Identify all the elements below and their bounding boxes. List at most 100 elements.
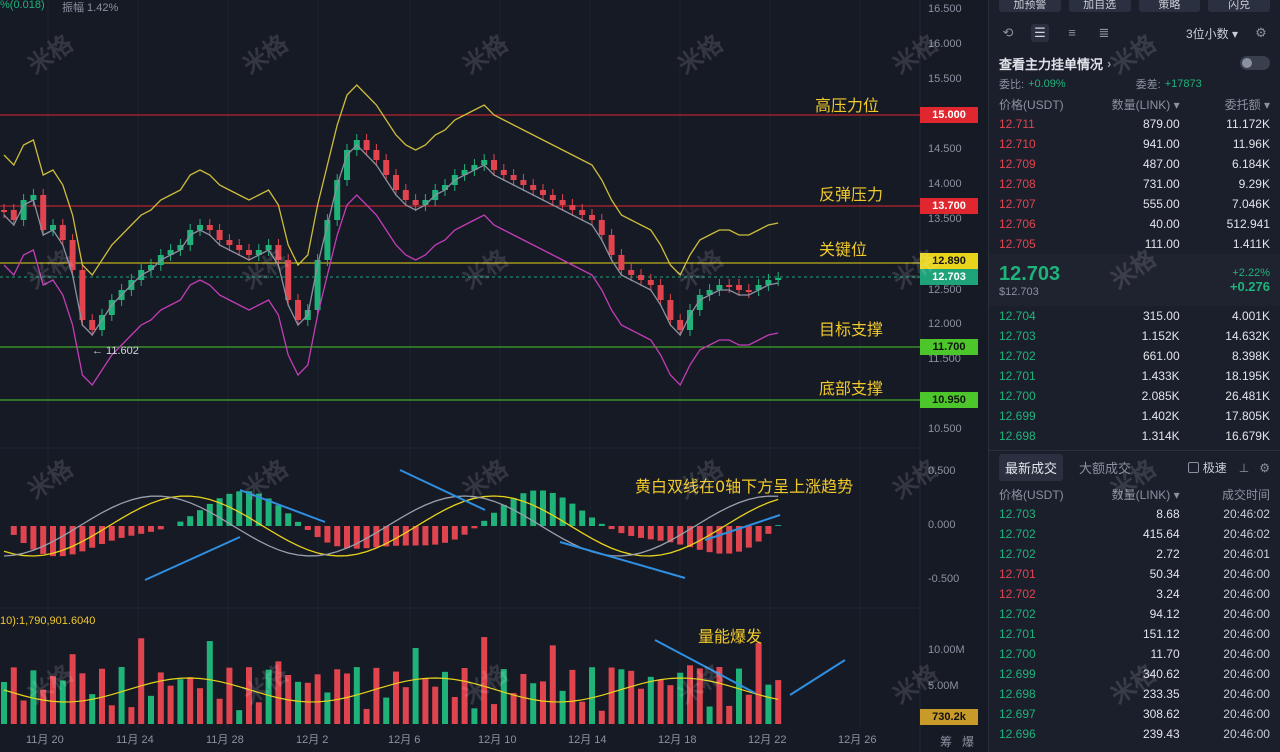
macd-bar [520, 493, 527, 526]
trade-header-price: 价格(USDT) [999, 487, 1064, 502]
volume-bar [716, 667, 723, 724]
ask-row[interactable]: 12.710 941.00 11.96K [989, 134, 1280, 154]
main-orders-header[interactable]: 查看主力挂单情况 › [989, 52, 1280, 74]
book-bids-icon[interactable]: ≡ [1068, 25, 1076, 40]
trade-row-qty: 151.12 [1142, 627, 1180, 641]
bid-row[interactable]: 12.701 1.433K 18.195K [989, 366, 1280, 386]
trade-row[interactable]: 12.702 94.12 20:46:00 [989, 604, 1280, 624]
bid-row-price: 12.700 [999, 389, 1036, 403]
volume-bar [569, 669, 576, 724]
macd-axis-tick: 0.500 [928, 465, 956, 477]
ask-row[interactable]: 12.711 879.00 11.172K [989, 114, 1280, 134]
candle [177, 245, 184, 250]
volume-bar [265, 669, 272, 724]
candle [40, 195, 47, 230]
ask-row[interactable]: 12.706 40.00 512.941 [989, 214, 1280, 234]
bid-row[interactable]: 12.704 315.00 4.001K [989, 306, 1280, 326]
trade-row[interactable]: 12.700 11.70 20:46:00 [989, 644, 1280, 664]
macd-bar [687, 526, 693, 548]
bid-row[interactable]: 12.698 1.314K 16.679K [989, 426, 1280, 446]
chip-icon[interactable]: 筹 [940, 735, 953, 749]
filter-icon[interactable]: ⊥ [1238, 460, 1250, 475]
trade-row[interactable]: 12.698 233.35 20:46:00 [989, 684, 1280, 704]
candle [657, 285, 664, 300]
bid-row[interactable]: 12.703 1.152K 14.632K [989, 326, 1280, 346]
candle [1, 210, 7, 212]
chart-area[interactable]: %(0.018) 振幅 1.42% 10):1,790,901.6040 高压力… [0, 0, 984, 752]
price-axis-tick: 12.500 [928, 284, 962, 296]
settings-icon[interactable]: ⚙ [1255, 25, 1267, 40]
candlestick-chart[interactable] [0, 0, 984, 752]
candle [246, 250, 252, 255]
bid-row[interactable]: 12.699 1.402K 17.805K [989, 406, 1280, 426]
explode-icon[interactable]: 爆 [962, 735, 975, 749]
checkbox-icon[interactable] [1187, 462, 1199, 473]
ask-row[interactable]: 12.705 111.00 1.411K [989, 234, 1280, 254]
candle [745, 290, 752, 292]
trade-row[interactable]: 12.701 50.34 20:46:00 [989, 564, 1280, 584]
add-favorite-button[interactable]: 加自选 [1068, 0, 1131, 12]
book-both-icon[interactable]: ☰ [1031, 24, 1049, 42]
bid-row[interactable]: 12.702 661.00 8.398K [989, 346, 1280, 366]
candle [167, 250, 174, 255]
decimal-select[interactable]: 3位小数 ▾ [1185, 26, 1238, 41]
main-orders-toggle[interactable] [1240, 56, 1270, 70]
volume-bar [589, 667, 595, 724]
ask-row[interactable]: 12.709 487.00 6.184K [989, 154, 1280, 174]
main-orders-title: 查看主力挂单情况 [999, 56, 1104, 72]
header-amount[interactable]: 委托额 ▾ [1224, 97, 1270, 112]
macd-bar [716, 526, 723, 554]
trade-row-qty: 415.64 [1142, 527, 1180, 541]
bid-row-amt: 17.805K [1225, 409, 1270, 423]
trade-header-qty[interactable]: 数量(LINK) ▾ [1111, 487, 1180, 502]
volume-bar [108, 705, 115, 724]
trade-row[interactable]: 12.702 2.72 20:46:01 [989, 544, 1280, 564]
add-alert-button[interactable]: 加预警 [999, 0, 1061, 12]
macd-bar [618, 526, 625, 534]
bid-row[interactable]: 12.700 2.085K 26.481K [989, 386, 1280, 406]
trade-settings-icon[interactable]: ⚙ [1259, 460, 1270, 475]
macd-bar [197, 510, 203, 526]
ask-row[interactable]: 12.707 555.00 7.046K [989, 194, 1280, 214]
candle [393, 175, 399, 190]
volume-bar [344, 673, 350, 724]
trade-row[interactable]: 12.702 3.24 20:46:00 [989, 584, 1280, 604]
tab-large-trades[interactable]: 大额成交 [1079, 461, 1132, 476]
candle [314, 260, 321, 310]
time-axis-tick: 12月 18 [658, 734, 697, 746]
tab-latest-trades[interactable]: 最新成交 [999, 454, 1064, 481]
strategy-button[interactable]: 策略 [1138, 0, 1201, 12]
time-axis-tick: 12月 6 [388, 734, 421, 746]
ask-row[interactable]: 12.708 731.00 9.29K [989, 174, 1280, 194]
undo-icon[interactable]: ⟲ [1002, 25, 1014, 40]
trade-row[interactable]: 12.696 239.43 20:46:00 [989, 724, 1280, 744]
ask-row-price: 12.708 [999, 177, 1036, 191]
ask-row-price: 12.709 [999, 157, 1036, 171]
volume-bar [167, 685, 174, 724]
price-axis-tick: 12.000 [928, 318, 962, 330]
candle [765, 280, 772, 285]
macd-bar [79, 526, 86, 552]
candle [726, 285, 733, 287]
macd-bar [99, 526, 105, 544]
trade-row[interactable]: 12.703 8.68 20:46:02 [989, 504, 1280, 524]
trade-row[interactable]: 12.701 151.12 20:46:00 [989, 624, 1280, 644]
volume-bar [598, 710, 605, 724]
book-asks-icon[interactable]: ≣ [1098, 25, 1110, 40]
trade-row[interactable]: 12.702 415.64 20:46:02 [989, 524, 1280, 544]
volume-bar [667, 685, 674, 724]
trade-row[interactable]: 12.697 308.62 20:46:00 [989, 704, 1280, 724]
volume-bar [138, 638, 145, 724]
header-qty[interactable]: 数量(LINK) ▾ [1111, 97, 1180, 112]
last-price-block: 12.703 $12.703 +2.22% +0.276 [989, 254, 1280, 306]
ask-row-qty: 941.00 [1142, 137, 1180, 151]
annotation-target-support: 目标支撑 [819, 320, 884, 339]
trade-row-price: 12.700 [999, 647, 1036, 661]
macd-bar [500, 504, 507, 526]
candle [716, 285, 723, 290]
ask-row-qty: 555.00 [1142, 197, 1180, 211]
fast-mode-checkbox[interactable]: 极速 ⊥ ⚙ [1187, 459, 1270, 476]
trade-row[interactable]: 12.699 340.62 20:46:00 [989, 664, 1280, 684]
swap-button[interactable]: 闪兑 [1208, 0, 1270, 12]
trade-row-time: 20:46:00 [1223, 687, 1270, 701]
